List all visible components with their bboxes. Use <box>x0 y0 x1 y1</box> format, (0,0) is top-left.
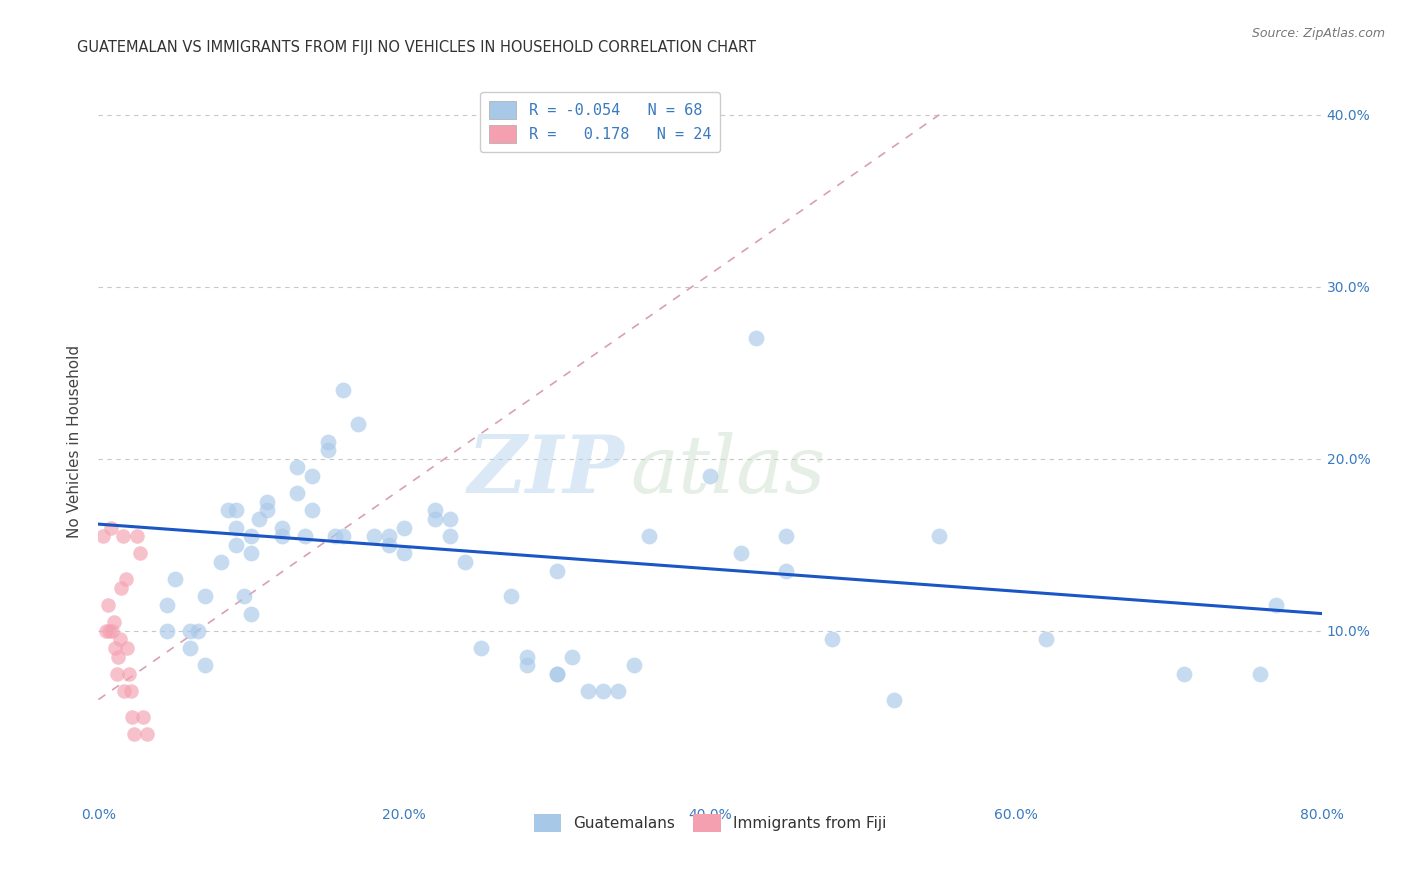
Point <box>325 529 347 543</box>
Point <box>332 383 354 397</box>
Point <box>225 503 247 517</box>
Point <box>111 529 134 543</box>
Point <box>332 529 354 543</box>
Point <box>378 529 401 543</box>
Point <box>125 529 148 543</box>
Point <box>775 529 797 543</box>
Point <box>546 564 568 578</box>
Point <box>501 590 523 604</box>
Point <box>156 598 179 612</box>
Point <box>730 546 752 560</box>
Point <box>423 503 446 517</box>
Point <box>561 649 583 664</box>
Point <box>775 564 797 578</box>
Point <box>100 520 122 534</box>
Point <box>699 469 721 483</box>
Point <box>423 512 446 526</box>
Point <box>256 494 278 508</box>
Point <box>136 727 159 741</box>
Point <box>121 710 143 724</box>
Point <box>516 658 538 673</box>
Point <box>232 590 254 604</box>
Point <box>270 520 294 534</box>
Point <box>118 666 141 681</box>
Point <box>516 649 538 664</box>
Point <box>115 572 138 586</box>
Point <box>546 666 568 681</box>
Point <box>363 529 385 543</box>
Point <box>105 666 128 681</box>
Text: atlas: atlas <box>630 432 825 509</box>
Point <box>194 658 217 673</box>
Point <box>1035 632 1057 647</box>
Point <box>110 581 132 595</box>
Point <box>128 546 150 560</box>
Point <box>301 503 323 517</box>
Point <box>316 443 339 458</box>
Point <box>132 710 155 724</box>
Point <box>112 684 135 698</box>
Point <box>623 658 645 673</box>
Point <box>439 512 461 526</box>
Point <box>103 615 125 630</box>
Point <box>225 520 247 534</box>
Point <box>117 640 139 655</box>
Point <box>883 692 905 706</box>
Point <box>454 555 477 569</box>
Point <box>1264 598 1286 612</box>
Point <box>163 572 186 586</box>
Point <box>576 684 599 698</box>
Point <box>294 529 316 543</box>
Legend: Guatemalans, Immigrants from Fiji: Guatemalans, Immigrants from Fiji <box>527 807 893 838</box>
Point <box>928 529 950 543</box>
Point <box>104 640 127 655</box>
Point <box>209 555 232 569</box>
Point <box>194 590 217 604</box>
Point <box>637 529 661 543</box>
Point <box>1173 666 1195 681</box>
Y-axis label: No Vehicles in Household: No Vehicles in Household <box>67 345 83 538</box>
Text: ZIP: ZIP <box>468 432 624 509</box>
Point <box>470 640 492 655</box>
Point <box>225 538 247 552</box>
Point <box>122 727 145 741</box>
Point <box>179 640 201 655</box>
Point <box>101 624 124 638</box>
Point <box>821 632 844 647</box>
Point <box>270 529 294 543</box>
Point <box>392 520 416 534</box>
Point <box>97 598 120 612</box>
Point <box>108 632 131 647</box>
Point <box>240 529 263 543</box>
Point <box>1250 666 1272 681</box>
Point <box>187 624 209 638</box>
Point <box>316 434 339 449</box>
Point <box>91 529 114 543</box>
Point <box>392 546 416 560</box>
Point <box>217 503 239 517</box>
Point <box>439 529 461 543</box>
Point <box>240 607 263 621</box>
Point <box>247 512 270 526</box>
Point <box>285 486 308 500</box>
Point <box>94 624 117 638</box>
Text: GUATEMALAN VS IMMIGRANTS FROM FIJI NO VEHICLES IN HOUSEHOLD CORRELATION CHART: GUATEMALAN VS IMMIGRANTS FROM FIJI NO VE… <box>77 40 756 55</box>
Point <box>256 503 278 517</box>
Point <box>378 538 401 552</box>
Point <box>107 649 129 664</box>
Point <box>301 469 323 483</box>
Point <box>347 417 370 432</box>
Point <box>98 624 121 638</box>
Point <box>120 684 142 698</box>
Point <box>745 331 768 345</box>
Point <box>285 460 308 475</box>
Point <box>546 666 568 681</box>
Point <box>240 546 263 560</box>
Point <box>607 684 630 698</box>
Point <box>592 684 614 698</box>
Text: Source: ZipAtlas.com: Source: ZipAtlas.com <box>1251 27 1385 40</box>
Point <box>156 624 179 638</box>
Point <box>179 624 201 638</box>
